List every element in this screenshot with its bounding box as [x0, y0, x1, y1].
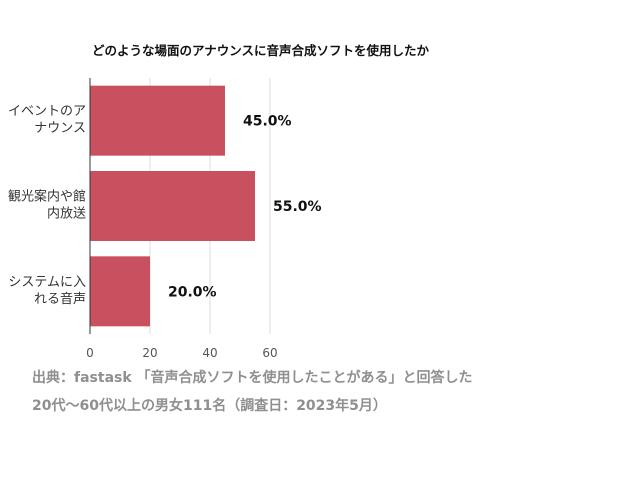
bar [90, 171, 255, 241]
x-tick-label: 20 [142, 346, 157, 360]
data-label: 45.0% [243, 114, 292, 130]
category-label: システムに入れる音声 [8, 275, 86, 307]
x-tick-label: 40 [202, 346, 217, 360]
data-label: 55.0% [273, 199, 322, 215]
category-label: イベントのアナウンス [8, 104, 86, 136]
bars [90, 85, 255, 327]
data-label: 20.0% [168, 284, 217, 300]
x-tick-label: 60 [262, 346, 277, 360]
data-labels: 45.0% 55.0% 20.0% [168, 114, 322, 301]
source-note-line-2: 20代〜60代以上の男女111名（調査日：2023年5月） [32, 398, 387, 414]
source-note-line-1: 出典：fastask 「音声合成ソフトを使用したことがある」と回答した [32, 370, 473, 386]
category-label: 観光案内や館内放送 [8, 189, 86, 222]
x-axis-ticks: 0 20 40 60 [86, 346, 277, 360]
bar [90, 85, 225, 156]
bar [90, 256, 150, 327]
chart-title: どのような場面のアナウンスに音声合成ソフトを使用したか [92, 43, 430, 58]
x-tick-label: 0 [86, 346, 94, 360]
